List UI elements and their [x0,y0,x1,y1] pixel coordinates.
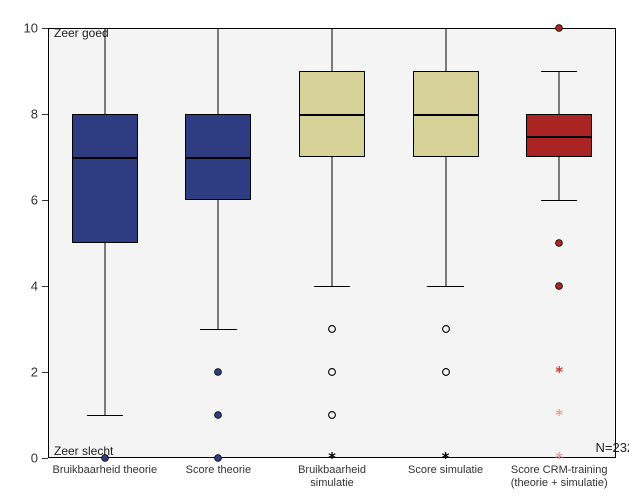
median-line [527,136,591,138]
y-tick-label: 2 [0,365,38,380]
whisker-cap-lower [427,286,463,287]
outlier [327,321,337,337]
y-tick [42,200,48,201]
outlier [327,407,337,423]
outlier [441,321,451,337]
outlier-extreme: * [555,407,563,423]
median-line [73,157,137,159]
whisker-cap-lower [541,200,577,201]
outlier-extreme: * [442,450,450,466]
whisker-cap-upper [87,28,123,29]
whisker-cap-upper [427,28,463,29]
outlier [554,20,564,36]
whisker-lower [104,243,105,415]
box [299,71,365,157]
whisker-cap-upper [200,28,236,29]
outlier-extreme: * [555,450,563,466]
median-line [300,114,364,116]
y-tick [42,286,48,287]
whisker-cap-lower [200,329,236,330]
whisker-cap-lower [87,415,123,416]
whisker-lower [218,200,219,329]
boxplot-chart: 0246810 Bruikbaarheid theorieScore theor… [0,0,629,504]
y-tick-label: 10 [0,21,38,36]
box [72,114,138,243]
box [526,114,592,157]
y-tick-label: 6 [0,193,38,208]
x-category-label: Bruikbaarheidsimulatie [267,464,397,489]
x-category-label: Score CRM-training(theorie + simulatie) [494,464,624,489]
median-line [414,114,478,116]
outlier [327,364,337,380]
y-tick [42,28,48,29]
whisker-upper [218,28,219,114]
y-tick-label: 8 [0,107,38,122]
whisker-lower [332,157,333,286]
whisker-upper [332,28,333,71]
median-line [186,157,250,159]
whisker-upper [559,71,560,114]
whisker-upper [104,28,105,114]
outlier [554,278,564,294]
y-tick-label: 4 [0,279,38,294]
box [185,114,251,200]
n-annotation: N=232 [596,440,629,455]
outlier [213,450,223,466]
y-tick [42,458,48,459]
whisker-upper [445,28,446,71]
outlier [100,450,110,466]
outlier [213,364,223,380]
whisker-lower [559,157,560,200]
outlier [554,235,564,251]
box [413,71,479,157]
whisker-cap-lower [314,286,350,287]
outlier [213,407,223,423]
y-tick [42,114,48,115]
outlier [441,364,451,380]
whisker-lower [445,157,446,286]
outlier-extreme: * [328,450,336,466]
outlier-extreme: * [555,364,563,380]
y-tick [42,372,48,373]
y-tick-label: 0 [0,451,38,466]
whisker-cap-upper [541,71,577,72]
whisker-cap-upper [314,28,350,29]
